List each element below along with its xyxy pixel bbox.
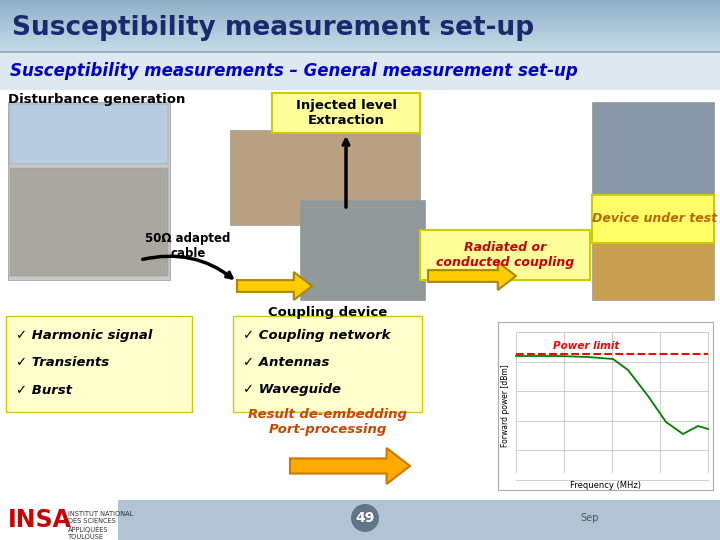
Bar — [0, 19, 720, 20]
Polygon shape — [237, 272, 312, 300]
Text: Device under test: Device under test — [593, 213, 718, 226]
FancyBboxPatch shape — [420, 230, 590, 280]
Bar — [0, 44, 720, 45]
Bar — [8, 102, 170, 280]
Bar — [0, 25, 720, 26]
Bar — [0, 14, 720, 15]
Bar — [0, 10, 720, 11]
Bar — [0, 17, 720, 18]
Bar — [0, 47, 720, 48]
Bar — [0, 30, 720, 31]
Bar — [0, 4, 720, 5]
Text: Radiated or
conducted coupling: Radiated or conducted coupling — [436, 241, 574, 269]
Bar — [0, 38, 720, 39]
Bar — [0, 42, 720, 43]
Bar — [0, 18, 720, 19]
Bar — [592, 102, 714, 202]
Bar — [0, 40, 720, 42]
Text: Disturbance generation: Disturbance generation — [8, 93, 185, 106]
Text: Susceptibility measurements – General measurement set-up: Susceptibility measurements – General me… — [10, 62, 577, 80]
Bar — [0, 5, 720, 6]
Text: Frequency (MHz): Frequency (MHz) — [570, 481, 641, 489]
Text: Forward power [dBm]: Forward power [dBm] — [500, 364, 510, 447]
Bar — [0, 26, 720, 27]
Bar — [0, 37, 720, 38]
Text: 49: 49 — [355, 511, 374, 525]
Text: 50Ω adapted
cable: 50Ω adapted cable — [145, 232, 230, 260]
FancyBboxPatch shape — [592, 195, 714, 243]
Bar — [0, 46, 720, 47]
Bar — [0, 24, 720, 25]
Bar — [0, 9, 720, 10]
Bar — [0, 45, 720, 46]
Bar — [0, 16, 720, 17]
Text: ✓ Harmonic signal: ✓ Harmonic signal — [16, 329, 153, 342]
Bar — [0, 0, 720, 1]
Text: Coupling device: Coupling device — [269, 306, 387, 319]
Bar — [0, 2, 720, 3]
Polygon shape — [428, 262, 516, 290]
Bar — [300, 200, 425, 300]
Bar — [0, 48, 720, 49]
Bar — [0, 21, 720, 22]
Bar — [0, 50, 720, 51]
Bar — [0, 33, 720, 35]
Bar — [0, 36, 720, 37]
Polygon shape — [290, 448, 410, 484]
Bar — [0, 7, 720, 8]
Bar — [0, 20, 720, 21]
Bar — [0, 29, 720, 30]
Text: ✓ Burst: ✓ Burst — [16, 383, 72, 396]
Text: Power limit: Power limit — [553, 341, 619, 351]
Bar — [230, 130, 420, 225]
Bar — [0, 8, 720, 9]
Bar — [10, 104, 168, 164]
Bar — [498, 322, 713, 490]
Bar — [0, 39, 720, 40]
Bar — [0, 6, 720, 7]
Bar — [0, 500, 118, 540]
Bar — [0, 12, 720, 14]
Bar — [592, 200, 714, 300]
Text: ✓ Antennas: ✓ Antennas — [243, 356, 329, 369]
Bar — [0, 32, 720, 33]
Bar — [0, 51, 720, 52]
Bar — [0, 22, 720, 23]
Text: INSTITUT NATIONAL
DES SCIENCES
APPLIQUÉES
TOULOUSE: INSTITUT NATIONAL DES SCIENCES APPLIQUÉE… — [68, 511, 133, 540]
Text: Susceptibility measurement set-up: Susceptibility measurement set-up — [12, 15, 534, 41]
Text: Injected level
Extraction: Injected level Extraction — [295, 99, 397, 127]
Bar — [0, 500, 720, 540]
Circle shape — [351, 504, 379, 532]
Bar — [10, 168, 168, 276]
Bar — [0, 27, 720, 28]
Bar — [0, 11, 720, 12]
Text: Result de-embedding
Port-processing: Result de-embedding Port-processing — [248, 408, 408, 436]
Text: ✓ Transients: ✓ Transients — [16, 356, 109, 369]
Bar — [0, 43, 720, 44]
Bar — [0, 35, 720, 36]
Bar — [0, 23, 720, 24]
Text: Sep: Sep — [580, 513, 598, 523]
Bar — [0, 28, 720, 29]
Bar — [0, 15, 720, 16]
Text: ✓ Coupling network: ✓ Coupling network — [243, 329, 390, 342]
Bar — [0, 1, 720, 2]
Bar — [0, 49, 720, 50]
Bar — [0, 52, 720, 90]
FancyBboxPatch shape — [272, 93, 420, 133]
Text: ✓ Waveguide: ✓ Waveguide — [243, 383, 341, 396]
Text: INSA: INSA — [8, 508, 72, 532]
Bar — [0, 31, 720, 32]
FancyBboxPatch shape — [6, 316, 192, 412]
FancyBboxPatch shape — [233, 316, 422, 412]
Bar — [0, 3, 720, 4]
